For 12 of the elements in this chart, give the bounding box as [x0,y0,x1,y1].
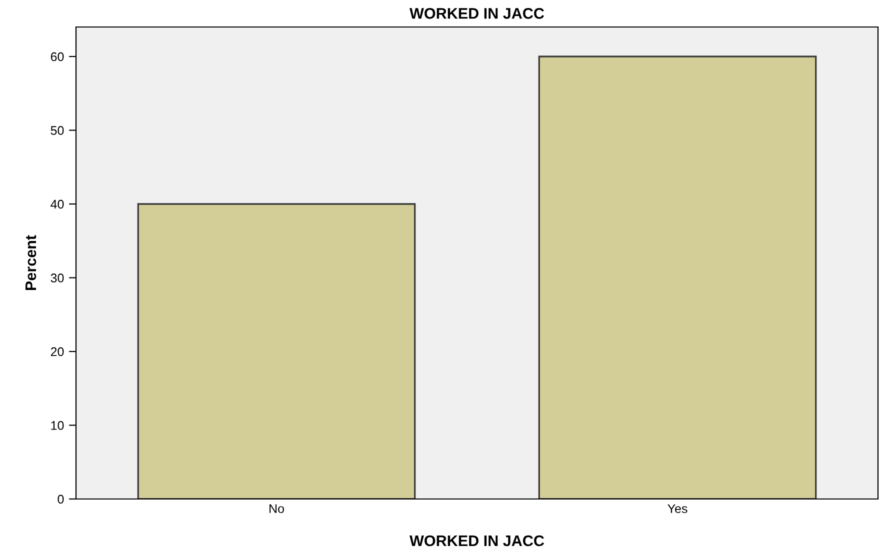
chart-title: WORKED IN JACC [410,8,544,19]
y-tick-label: 10 [51,421,64,430]
x-tick-label: Yes [668,504,688,514]
y-tick-label: 60 [50,52,64,62]
y-tick-label: 50 [50,126,64,135]
y-tick-label: 30 [50,274,64,282]
x-tick-label: No [270,504,284,514]
y-axis-title: Percent [26,235,36,290]
y-tick-label: 0 [58,494,64,504]
x-axis-title: WORKED IN JACC [410,535,544,546]
y-tick-label: 20 [50,347,64,356]
y-tick-label: 40 [50,200,64,209]
